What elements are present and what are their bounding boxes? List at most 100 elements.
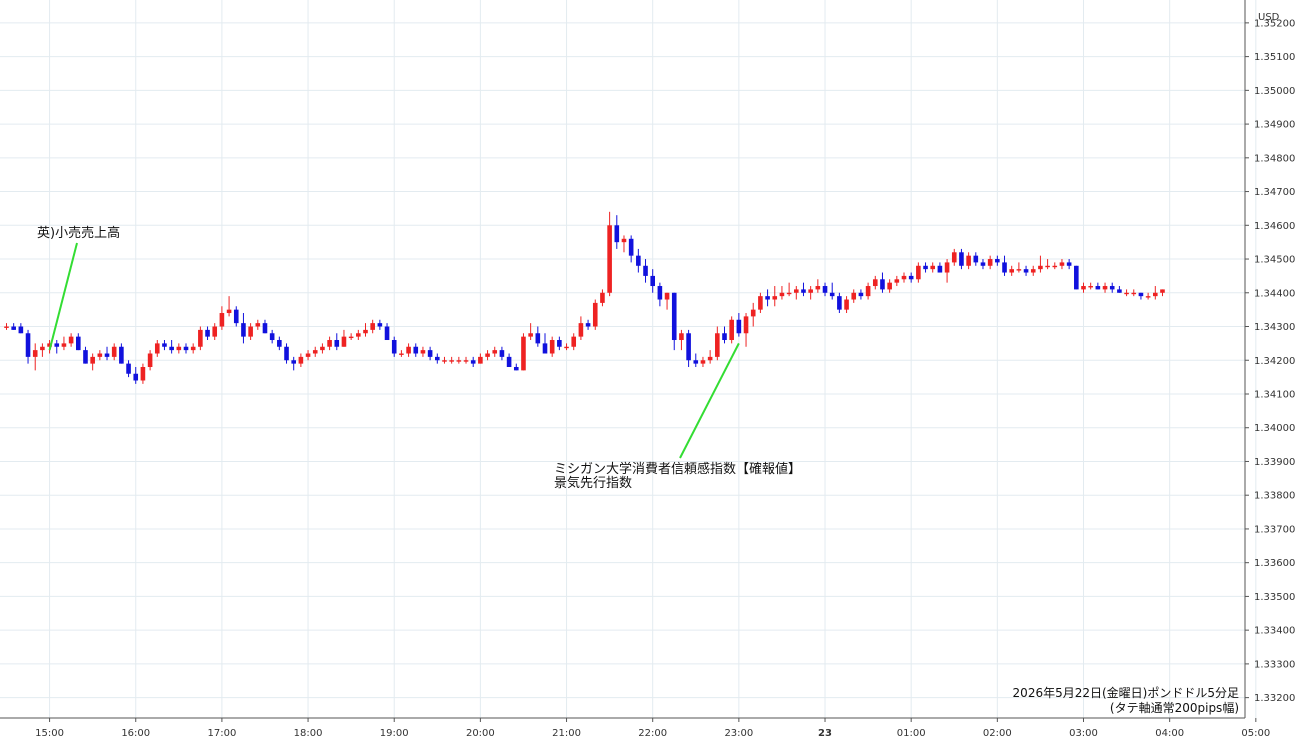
candle-up (872, 275, 878, 290)
candle-up (198, 326, 203, 351)
candle-body (779, 292, 785, 297)
candle-body (930, 265, 936, 270)
candle-up (679, 329, 684, 351)
candle-up (592, 299, 598, 330)
candle-down (614, 215, 620, 249)
candle-down (291, 356, 296, 371)
candle-up (844, 296, 849, 314)
candle-up (363, 323, 368, 337)
candle-up (815, 279, 821, 293)
candle-up (61, 336, 67, 351)
candle-body (987, 259, 993, 266)
candle-down (54, 340, 60, 354)
candle-up (772, 286, 778, 307)
candle-down (205, 326, 210, 341)
candle-body (205, 329, 210, 337)
candle-body (794, 289, 799, 293)
candle-down (535, 326, 541, 347)
candle-body (657, 286, 663, 300)
candle-body (535, 333, 541, 344)
price-tick-label: 1.34900 (1254, 120, 1295, 131)
candle-down (1066, 259, 1072, 270)
candle-body (700, 360, 706, 364)
candle-body (585, 323, 591, 327)
candle-body (348, 336, 354, 339)
candle-body (973, 255, 979, 263)
candle-down (1117, 286, 1122, 293)
candle-body (32, 350, 38, 357)
candle-body (97, 353, 103, 357)
candle-body (83, 350, 88, 364)
time-tick-label: 22:00 (638, 728, 667, 739)
candle-up (600, 289, 605, 307)
candle-body (944, 262, 950, 273)
price-tick-label: 1.34800 (1254, 153, 1295, 164)
candle-body (90, 356, 95, 364)
candle-up (140, 363, 146, 384)
candle-body (621, 238, 627, 243)
candle-body (880, 279, 885, 290)
candle-body (18, 326, 24, 334)
candle-body (11, 326, 16, 330)
candle-body (442, 360, 447, 362)
candle-up (68, 333, 74, 347)
price-unit-label: USD (1258, 12, 1280, 23)
candle-down (542, 333, 548, 354)
candle-up (901, 272, 907, 283)
candle-down (650, 269, 655, 293)
candle-body (183, 346, 189, 351)
candle-down (822, 282, 828, 297)
candle-body (715, 333, 720, 357)
candle-up (4, 323, 9, 330)
candle-body (686, 333, 691, 361)
candle-up (478, 353, 483, 364)
candle-up (90, 353, 95, 371)
candle-up (1102, 282, 1108, 293)
candle-body (894, 279, 900, 283)
candle-body (255, 323, 261, 327)
candle-body (449, 360, 454, 362)
candle-up (97, 350, 103, 361)
candle-down (427, 346, 433, 361)
candle-up (312, 346, 318, 357)
candle-body (154, 343, 160, 354)
candle-body (406, 346, 411, 354)
candle-down (636, 248, 641, 273)
candle-body (844, 299, 849, 310)
candle-body (650, 275, 655, 287)
candle-body (1160, 289, 1165, 293)
candle-down (470, 356, 476, 367)
candle-up (212, 323, 218, 341)
candle-down (937, 262, 943, 273)
candle-body (68, 336, 74, 344)
candle-down (25, 329, 31, 364)
candle-up (865, 282, 871, 300)
time-tick-label: 21:00 (552, 728, 581, 739)
candle-down (980, 259, 986, 270)
candle-body (506, 356, 512, 367)
candle-body (1074, 265, 1079, 290)
candle-body (111, 346, 117, 357)
candle-up (1160, 289, 1165, 297)
candle-down (104, 346, 110, 361)
candle-body (772, 296, 778, 300)
candle-down (765, 289, 770, 307)
candle-body (269, 333, 275, 341)
candle-up (571, 333, 577, 351)
candle-up (190, 343, 196, 354)
candle-body (370, 323, 375, 330)
candle-down (391, 336, 397, 357)
candle-down (499, 346, 505, 361)
candle-up (930, 262, 936, 273)
candle-up (966, 252, 971, 270)
candle-body (478, 356, 483, 364)
candle-body (456, 360, 462, 362)
candle-body (391, 340, 397, 354)
candle-down (923, 262, 928, 273)
candle-body (557, 340, 562, 347)
candle-down (162, 340, 167, 351)
candle-body (636, 255, 641, 266)
candle-down (83, 346, 88, 364)
candle-body (643, 265, 648, 276)
